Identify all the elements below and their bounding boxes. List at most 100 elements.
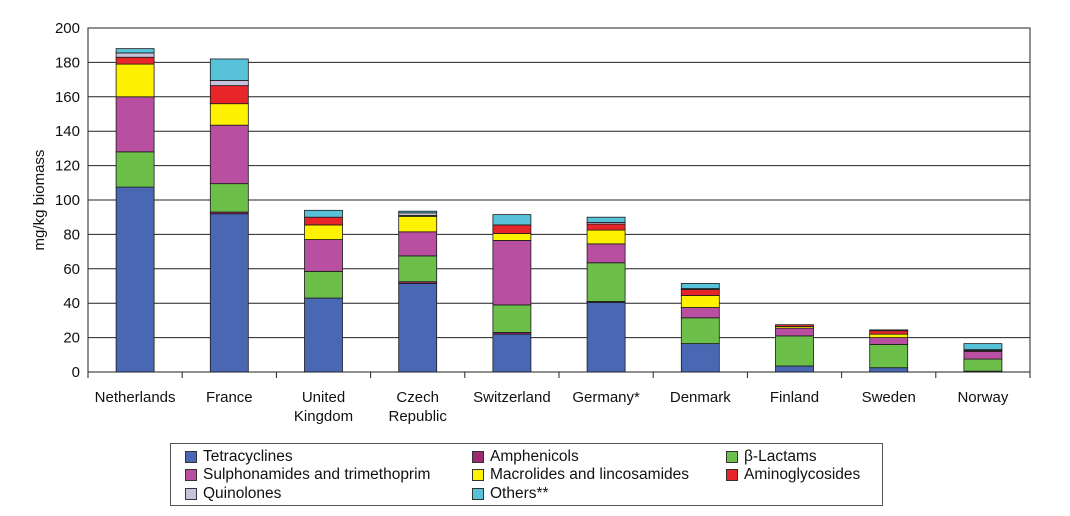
legend-item-sulphonamides: Sulphonamides and trimethoprim bbox=[185, 465, 430, 484]
y-axis-title: mg/kg biomass bbox=[31, 150, 48, 251]
bar-segment bbox=[869, 344, 909, 369]
legend-swatch bbox=[726, 450, 738, 463]
bar-segment bbox=[586, 301, 626, 373]
legend-item-others: Others** bbox=[472, 484, 549, 503]
bar-segment bbox=[680, 289, 720, 296]
bar-segment bbox=[586, 229, 626, 245]
legend-label: Amphenicols bbox=[490, 447, 579, 465]
bar-segment bbox=[115, 48, 155, 54]
bar-segment bbox=[680, 343, 720, 373]
bar-segment bbox=[492, 233, 532, 241]
legend-label: Quinolones bbox=[203, 484, 282, 502]
bar-segment bbox=[963, 358, 1003, 372]
bar-segment bbox=[209, 213, 249, 373]
x-tick-label: Norway bbox=[957, 389, 1008, 406]
bar-segment bbox=[680, 317, 720, 345]
bar-segment bbox=[398, 231, 438, 257]
bar-segment bbox=[869, 330, 909, 335]
legend-item-macrolides: Macrolides and lincosamides bbox=[472, 465, 689, 484]
y-tick-label: 0 bbox=[72, 364, 80, 381]
bar-segment bbox=[492, 304, 532, 333]
bar-segment bbox=[775, 365, 814, 373]
bar-segment bbox=[963, 343, 1003, 351]
x-tick-label: Denmark bbox=[670, 389, 731, 406]
bar-segment bbox=[304, 224, 343, 240]
stacked-bar-chart: mg/kg biomass 0 20 40 60 80 100 120 140 160 180 20… bbox=[31, 20, 1031, 425]
bar-segment bbox=[869, 367, 909, 373]
legend-swatch bbox=[185, 450, 197, 463]
bar-segment bbox=[398, 283, 438, 373]
bar-segment bbox=[209, 103, 249, 126]
y-tick-label: 120 bbox=[55, 158, 80, 175]
x-tick-label: Netherlands bbox=[95, 389, 176, 406]
bar-segment bbox=[869, 333, 909, 339]
legend-item-beta-lactams: β-Lactams bbox=[726, 447, 817, 466]
legend-label: Others** bbox=[490, 484, 549, 502]
bar-segment bbox=[680, 295, 720, 308]
legend-swatch bbox=[472, 487, 484, 500]
legend-label: Tetracyclines bbox=[203, 447, 293, 465]
bar-segment bbox=[492, 224, 532, 234]
x-tick-label: Sweden bbox=[862, 389, 916, 406]
bar-segment bbox=[209, 183, 249, 213]
bar-segment bbox=[680, 307, 720, 319]
bar-segment bbox=[775, 335, 814, 367]
bar-segment bbox=[963, 350, 1003, 360]
legend-label: Sulphonamides and trimethoprim bbox=[203, 465, 431, 483]
bar-segment bbox=[586, 262, 626, 302]
legend-swatch bbox=[472, 468, 484, 481]
x-tick-label: Finland bbox=[770, 389, 819, 406]
bar-segment bbox=[209, 58, 249, 81]
x-tick-label: Switzerland bbox=[473, 389, 551, 406]
bar-segment bbox=[115, 151, 155, 188]
y-tick-label: 160 bbox=[55, 89, 80, 106]
y-tick-label: 200 bbox=[55, 20, 80, 37]
legend-item-tetracyclines: Tetracyclines bbox=[185, 447, 293, 466]
y-tick-label: 180 bbox=[55, 54, 80, 71]
bar-segment bbox=[586, 223, 626, 231]
bar-segment bbox=[398, 215, 438, 233]
bar-segment bbox=[209, 80, 249, 87]
x-tick-label: Germany* bbox=[572, 389, 640, 406]
bar-segment bbox=[209, 124, 249, 185]
bar-segment bbox=[209, 85, 249, 105]
bar-segment bbox=[115, 186, 155, 373]
legend-item-amphenicols: Amphenicols bbox=[472, 447, 579, 466]
y-tick-label: 60 bbox=[63, 261, 80, 278]
bar-segment bbox=[304, 239, 343, 272]
legend-swatch bbox=[726, 468, 738, 481]
y-tick-label: 100 bbox=[55, 192, 80, 209]
bar-segment bbox=[586, 243, 626, 264]
bar-segment bbox=[115, 96, 155, 153]
bar-segment bbox=[775, 324, 814, 327]
legend-swatch bbox=[472, 450, 484, 463]
bar-segment bbox=[492, 214, 532, 226]
bar-segment bbox=[680, 283, 720, 289]
bar-segment bbox=[869, 329, 909, 332]
legend-label: β-Lactams bbox=[744, 447, 817, 465]
x-tick-label: Czech bbox=[396, 389, 439, 406]
x-tick-label: United bbox=[302, 389, 345, 406]
legend-item-aminoglycosides: Aminoglycosides bbox=[726, 465, 860, 484]
bar-segment bbox=[115, 56, 155, 65]
legend-item-quinolones: Quinolones bbox=[185, 484, 281, 503]
bar-segment bbox=[398, 210, 438, 214]
legend-label: Aminoglycosides bbox=[744, 465, 861, 483]
y-tick-label: 80 bbox=[63, 226, 80, 243]
bar-segment bbox=[492, 333, 532, 373]
x-tick-label: Kingdom bbox=[294, 408, 353, 425]
bar-segment bbox=[775, 327, 814, 337]
y-tick-label: 140 bbox=[55, 123, 80, 140]
bar-segment bbox=[304, 270, 343, 299]
bar-segment bbox=[304, 216, 343, 226]
bar-segment bbox=[398, 255, 438, 283]
bar-segment bbox=[869, 337, 909, 345]
bar-segment bbox=[115, 52, 155, 58]
bar-segment bbox=[115, 63, 155, 98]
legend-label: Macrolides and lincosamides bbox=[490, 465, 690, 483]
y-tick-label: 20 bbox=[63, 330, 80, 347]
bar-segment bbox=[304, 209, 343, 218]
bar-segment bbox=[492, 240, 532, 306]
legend-swatch bbox=[185, 468, 197, 481]
bar-segment bbox=[304, 297, 343, 373]
